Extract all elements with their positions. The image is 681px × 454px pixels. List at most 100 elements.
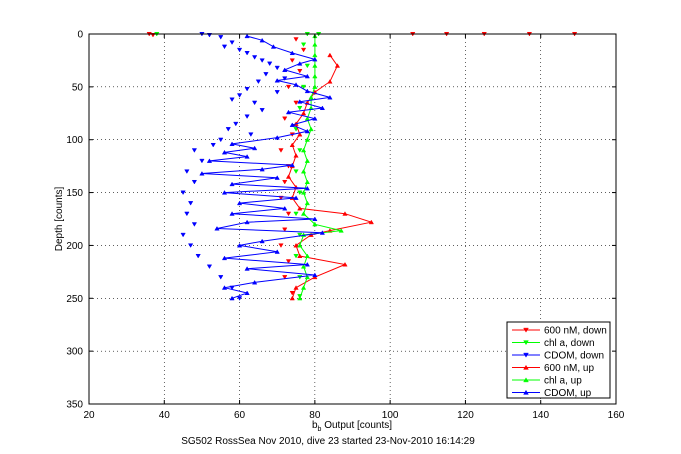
data-point: [218, 35, 224, 40]
data-point: [274, 65, 280, 71]
data-point: [304, 274, 310, 280]
legend-label: CDOM, up: [544, 388, 592, 399]
data-point: [214, 226, 220, 231]
y-tick-label: 50: [72, 82, 84, 93]
x-tick-label: 120: [457, 410, 474, 421]
data-point: [312, 73, 318, 79]
legend-swatch-marker: [523, 389, 529, 395]
data-point: [263, 72, 269, 77]
data-point: [285, 211, 292, 217]
x-tick-label: 60: [234, 410, 246, 421]
data-point: [293, 211, 299, 217]
figure-caption: SG502 RossSea Nov 2010, dive 23 started …: [181, 436, 475, 447]
data-point: [251, 279, 258, 285]
data-point: [184, 211, 190, 217]
data-point: [274, 135, 280, 140]
data-point: [304, 63, 310, 69]
data-point: [342, 261, 348, 267]
data-point: [304, 185, 310, 191]
data-point: [210, 142, 216, 148]
data-point: [251, 55, 258, 60]
data-point: [327, 94, 333, 100]
data-point: [300, 211, 307, 216]
data-point: [225, 127, 231, 132]
data-point: [300, 285, 307, 290]
data-point: [229, 141, 235, 146]
data-point: [289, 295, 295, 301]
data-point: [218, 137, 224, 143]
data-point: [244, 266, 250, 271]
data-point: [259, 166, 265, 172]
data-point: [244, 290, 250, 296]
data-point: [282, 116, 288, 122]
legend-swatch-marker: [523, 364, 529, 370]
data-point: [342, 211, 348, 216]
data-point: [282, 67, 288, 72]
data-point: [304, 261, 310, 267]
data-point: [338, 228, 344, 233]
data-point: [274, 90, 280, 95]
axis-ticks: 20 40 60 80 100 120 140 160 0 50 100 150 200 250 300 35…: [66, 30, 624, 422]
data-point: [244, 114, 250, 119]
legend-label: chl a, down: [544, 338, 595, 349]
x-tick-label: 100: [382, 410, 399, 421]
x-axis-label: bb Output [counts]: [312, 420, 392, 433]
data-point: [297, 295, 303, 301]
data-point: [304, 88, 310, 94]
data-point: [206, 264, 213, 270]
data-point: [244, 219, 250, 225]
legend-box: [506, 321, 611, 399]
data-point: [300, 190, 307, 195]
data-point: [191, 222, 198, 227]
data-point: [297, 205, 303, 211]
data-point: [180, 190, 186, 196]
data-point: [297, 242, 303, 248]
y-tick-label: 300: [66, 347, 83, 358]
data-point: [259, 108, 265, 113]
data-point: [236, 93, 243, 98]
data-point: [282, 179, 288, 185]
data-point: [293, 37, 299, 42]
data-point: [304, 179, 310, 185]
data-point: [282, 76, 288, 81]
x-tick-label: 160: [608, 410, 625, 421]
data-point: [221, 44, 228, 50]
data-point: [293, 253, 299, 259]
data-point: [244, 33, 250, 39]
data-point: [300, 168, 307, 174]
legend-entry: chl a, up: [512, 376, 582, 387]
data-point: [297, 105, 303, 111]
data-point: [312, 216, 318, 222]
data-point: [293, 153, 299, 158]
legend-label: 600 nM, up: [544, 363, 594, 374]
data-point: [297, 61, 303, 66]
legend-swatch-marker: [523, 352, 529, 358]
data-point: [278, 148, 284, 153]
legend-entry: chl a, down: [512, 338, 595, 349]
y-tick-label: 250: [66, 294, 83, 305]
data-point: [312, 63, 318, 68]
data-point: [267, 61, 273, 67]
data-point: [191, 148, 198, 153]
data-point: [274, 249, 280, 254]
data-point: [300, 84, 307, 90]
data-point: [297, 99, 303, 104]
legend-label: chl a, up: [544, 376, 582, 387]
data-point: [255, 79, 262, 85]
data-point: [293, 195, 299, 200]
data-point: [270, 44, 277, 49]
data-point: [274, 78, 280, 83]
series-4: [297, 33, 344, 301]
x-tick-label: 40: [159, 410, 171, 421]
data-point: [233, 121, 239, 127]
data-point: [297, 148, 303, 153]
data-point: [244, 154, 250, 159]
legend-label: 600 nM, down: [544, 326, 607, 337]
data-point: [312, 272, 318, 278]
data-point: [289, 122, 295, 127]
data-point: [221, 285, 228, 290]
data-point: [282, 205, 288, 211]
data-point: [308, 126, 314, 132]
data-point: [300, 110, 307, 116]
